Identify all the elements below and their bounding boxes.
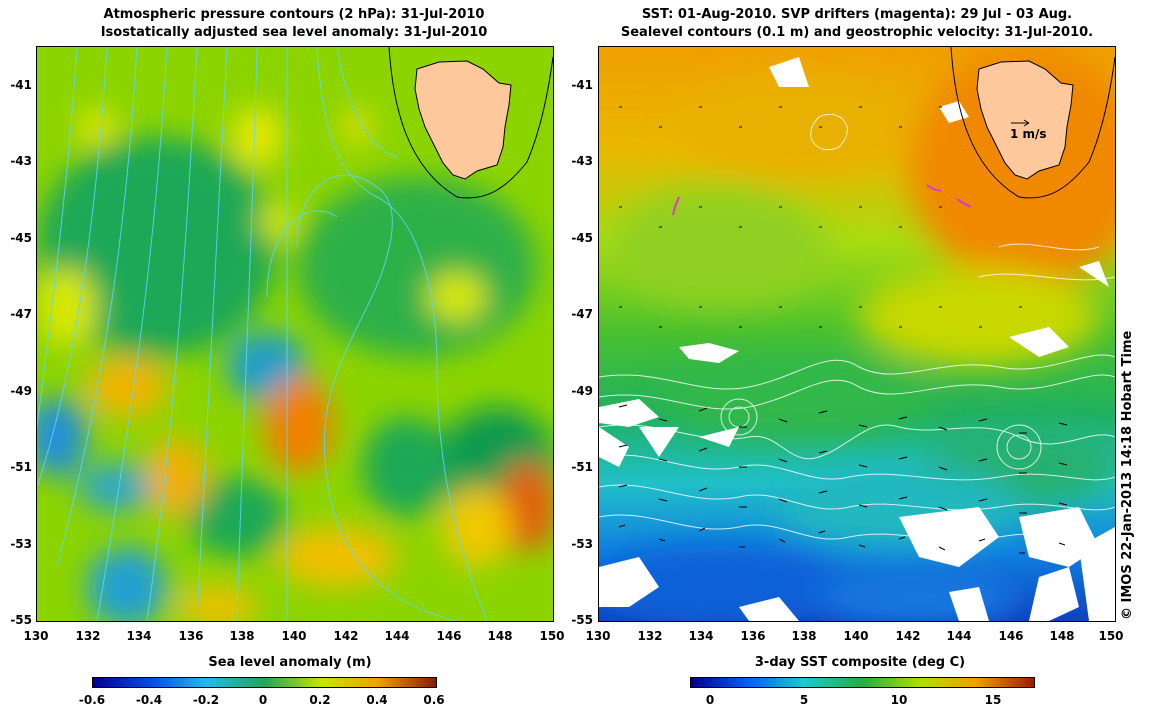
tasmania-landmass (976, 60, 1074, 180)
x-tick: 140 (281, 629, 307, 643)
credit-text: © IMOS 22-Jan-2013 14:18 Hobart Time (1120, 330, 1135, 620)
right-title-line1: SST: 01-Aug-2010. SVP drifters (magenta)… (641, 7, 1073, 22)
x-tick: 138 (791, 629, 817, 643)
y-tick: -51 (571, 460, 593, 474)
y-tick: -55 (10, 613, 32, 627)
y-tick: -47 (571, 307, 593, 321)
colorbar-tick: 0.2 (309, 693, 331, 707)
colorbar-tick: 0.6 (423, 693, 445, 707)
x-tick: 144 (384, 629, 410, 643)
y-tick: -53 (10, 537, 32, 551)
y-tick: -41 (571, 78, 593, 92)
y-tick: -43 (571, 154, 593, 168)
y-tick: -45 (571, 231, 593, 245)
colorbar-tick: -0.2 (192, 693, 220, 707)
y-tick: -53 (571, 537, 593, 551)
x-tick: 140 (843, 629, 869, 643)
colorbar-tick: -0.4 (135, 693, 163, 707)
x-tick: 142 (895, 629, 921, 643)
pressure-contours (37, 47, 488, 621)
x-tick: 146 (436, 629, 462, 643)
x-tick: 134 (126, 629, 152, 643)
x-tick: 146 (998, 629, 1024, 643)
colorbar-tick: 0 (258, 693, 268, 707)
x-tick: 132 (637, 629, 663, 643)
x-tick: 130 (585, 629, 611, 643)
left-title-line1: Atmospheric pressure contours (2 hPa): 3… (103, 7, 485, 22)
x-tick: 136 (178, 629, 204, 643)
sealevel-contours (599, 113, 1115, 541)
left-title: Atmospheric pressure contours (2 hPa): 3… (36, 6, 552, 42)
y-tick: -55 (571, 613, 593, 627)
x-tick: 134 (688, 629, 714, 643)
y-tick: -49 (571, 384, 593, 398)
sla-field (37, 107, 553, 621)
y-tick: -43 (10, 154, 32, 168)
y-tick: -51 (10, 460, 32, 474)
left-colorbar-title: Sea level anomaly (m) (208, 655, 372, 670)
x-tick: 132 (75, 629, 101, 643)
x-tick: 142 (333, 629, 359, 643)
tasmania-landmass (414, 60, 512, 180)
cloud-gaps (599, 57, 1115, 621)
x-tick: 138 (229, 629, 255, 643)
colorbar-tick: 5 (799, 693, 809, 707)
y-tick: -45 (10, 231, 32, 245)
svp-drifter-tracks (672, 184, 972, 216)
x-tick: 148 (487, 629, 513, 643)
coastline-shelf (388, 47, 553, 199)
x-tick: 144 (946, 629, 972, 643)
x-tick: 150 (1098, 629, 1124, 643)
colorbar-tick: 15 (984, 693, 1002, 707)
coastline-shelf (950, 47, 1115, 199)
right-colorbar-title: 3-day SST composite (deg C) (754, 655, 966, 670)
sst-map: 1 m/s (598, 46, 1116, 622)
velocity-scale-arrow (1011, 119, 1030, 127)
right-title: SST: 01-Aug-2010. SVP drifters (magenta)… (598, 6, 1116, 42)
y-tick: -49 (10, 384, 32, 398)
colorbar-tick: -0.6 (78, 693, 106, 707)
velocity-scale-label: 1 m/s (1010, 127, 1047, 141)
y-tick: -41 (10, 78, 32, 92)
x-tick: 148 (1049, 629, 1075, 643)
colorbar-tick: 0 (705, 693, 715, 707)
left-title-line2: Isostatically adjusted sea level anomaly… (100, 25, 488, 40)
y-tick: -47 (10, 307, 32, 321)
right-colorbar (690, 677, 1035, 688)
colorbar-tick: 0.4 (366, 693, 388, 707)
x-tick: 150 (539, 629, 565, 643)
left-colorbar (92, 677, 437, 688)
sea-level-anomaly-map (36, 46, 554, 622)
x-tick: 130 (23, 629, 49, 643)
x-tick: 136 (740, 629, 766, 643)
velocity-vectors (618, 106, 1068, 554)
right-title-line2: Sealevel contours (0.1 m) and geostrophi… (620, 25, 1094, 40)
colorbar-tick: 10 (890, 693, 908, 707)
